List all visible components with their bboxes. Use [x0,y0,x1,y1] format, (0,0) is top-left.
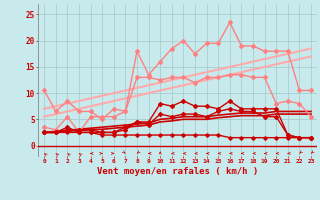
X-axis label: Vent moyen/en rafales ( km/h ): Vent moyen/en rafales ( km/h ) [97,167,258,176]
